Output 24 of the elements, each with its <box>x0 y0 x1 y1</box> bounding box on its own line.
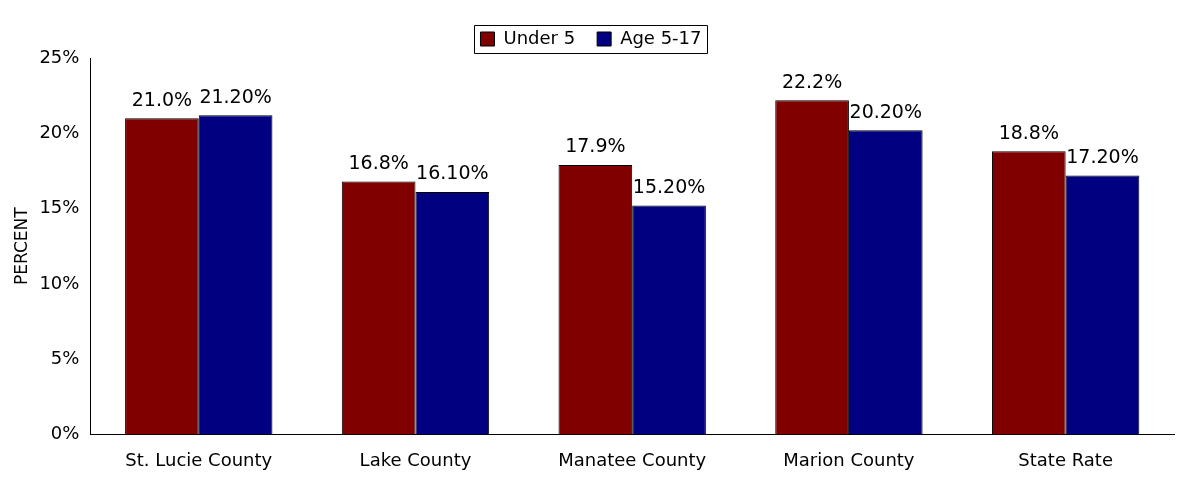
y-tick-label: 15% <box>39 196 80 218</box>
data-label: 16.10% <box>416 161 489 184</box>
x-tick-label: St. Lucie County <box>125 448 273 470</box>
data-label: 16.8% <box>348 150 409 173</box>
x-tick-label: State Rate <box>1018 448 1113 470</box>
x-tick-label: Manatee County <box>558 448 707 470</box>
x-tick-label: Lake County <box>359 448 472 470</box>
y-tick-label: 10% <box>39 271 80 293</box>
data-label: 20.20% <box>849 99 922 122</box>
y-axis-title: PERCENT <box>10 206 31 286</box>
data-label: 21.20% <box>199 84 272 107</box>
data-label: 17.9% <box>565 134 626 157</box>
data-label: 15.20% <box>632 174 706 197</box>
legend-label: Under 5 <box>503 26 576 48</box>
y-tick-label: 5% <box>50 346 80 368</box>
data-label: 17.20% <box>1066 144 1139 167</box>
data-label: 18.8% <box>998 120 1059 143</box>
y-tick-label: 25% <box>39 45 80 67</box>
legend-label: Age 5-17 <box>620 26 702 48</box>
y-tick-label: 0% <box>50 422 80 444</box>
data-label: 21.0% <box>131 87 193 110</box>
x-tick-label: Marion County <box>783 448 915 470</box>
y-tick-label: 20% <box>39 120 80 142</box>
data-label: 22.2% <box>781 69 843 92</box>
